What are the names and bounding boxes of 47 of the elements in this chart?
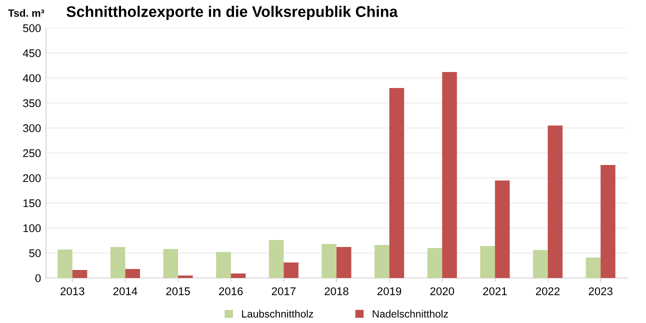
bar [374, 245, 390, 278]
x-tick-label: 2020 [430, 287, 454, 296]
bar [230, 274, 246, 278]
legend-label: Nadelschnittholz [372, 310, 448, 318]
x-tick-label: 2022 [536, 287, 560, 296]
y-tick-label: 500 [23, 24, 41, 32]
bar [336, 247, 352, 278]
bar [442, 72, 457, 278]
bar [494, 180, 510, 278]
y-tick-label: 450 [22, 49, 41, 58]
bar [125, 269, 140, 278]
x-tick-label: 2023 [588, 287, 612, 296]
bar [322, 244, 336, 278]
x-tick-label: 2014 [113, 287, 138, 296]
bar [163, 249, 178, 278]
chart-title: Schnittholzexporte in die Volksrepublik China [66, 6, 398, 20]
bar [110, 247, 126, 278]
y-tick-label: 100 [23, 224, 41, 232]
y-tick-label: 350 [23, 99, 41, 108]
bar [427, 248, 442, 278]
x-tick-label: 2021 [483, 287, 507, 296]
bar [72, 270, 88, 278]
bar [389, 88, 404, 278]
y-tick-label: 150 [23, 199, 41, 208]
y-tick-label: 0 [35, 274, 41, 282]
x-tick-label: 2013 [60, 287, 84, 296]
y-tick-label: 250 [23, 149, 41, 158]
x-tick-label: 2016 [219, 287, 243, 296]
bar [548, 126, 563, 278]
x-tick-label: 2015 [166, 287, 190, 296]
y-tick-label: 50 [29, 249, 41, 258]
y-tick-label: 400 [22, 74, 41, 82]
x-tick-label: 2018 [324, 287, 348, 296]
bar [216, 252, 231, 278]
bar [480, 246, 495, 278]
x-tick-label: 2017 [272, 287, 296, 296]
y-tick-label: 300 [23, 124, 41, 132]
legend-label: Laubschnittholz [242, 310, 314, 318]
bar [600, 165, 616, 278]
bar [586, 258, 601, 278]
x-tick-label: 2019 [378, 287, 402, 296]
bar [58, 250, 72, 278]
y-tick-label: 200 [23, 174, 41, 182]
y-axis-title: Tsd. m³ [8, 9, 44, 17]
bar [532, 250, 548, 278]
bar [284, 262, 298, 278]
bar [268, 240, 284, 278]
